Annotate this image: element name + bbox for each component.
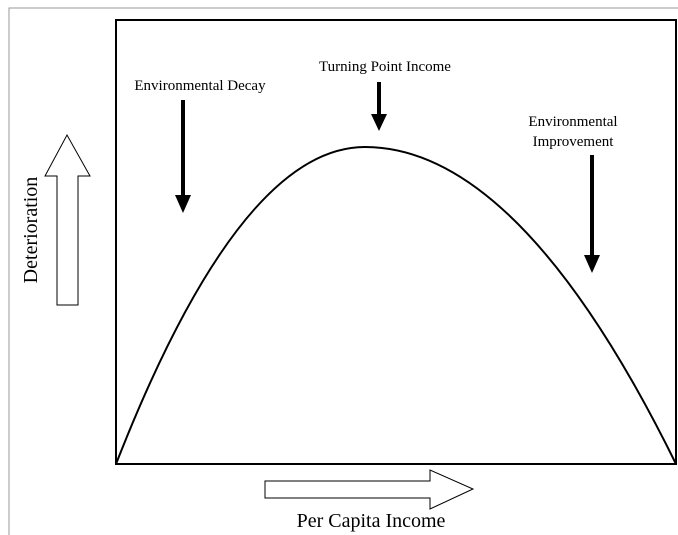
down-arrows	[175, 82, 600, 273]
turning-point-label: Turning Point Income	[319, 59, 451, 75]
plot-box	[115, 19, 677, 465]
y-axis-label: Deterioration	[20, 177, 42, 284]
kuznets-curve	[115, 145, 677, 465]
x-arrow	[264, 469, 475, 510]
improvement-label: Environmental	[528, 114, 617, 130]
improvement-label: Improvement	[533, 134, 615, 150]
x-axis-label: Per Capita Income	[297, 510, 446, 532]
frame	[8, 7, 678, 535]
y-arrow	[44, 133, 91, 306]
decay-label: Environmental Decay	[134, 78, 266, 94]
